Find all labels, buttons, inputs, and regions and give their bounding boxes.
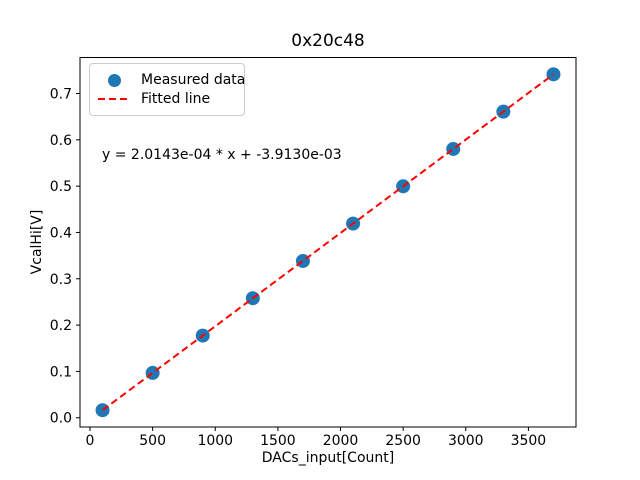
data-point xyxy=(145,365,160,380)
x-tick-label: 3000 xyxy=(448,433,484,449)
legend-label-measured-data: Measured data xyxy=(141,72,246,88)
x-tick-label: 2500 xyxy=(385,433,421,449)
fit-equation-annotation: y = 2.0143e-04 * x + -3.9130e-03 xyxy=(102,147,342,163)
x-tick-label: 1000 xyxy=(197,433,233,449)
data-point xyxy=(546,67,561,82)
y-tick-label: 0.4 xyxy=(50,225,72,241)
y-tick-label: 0.7 xyxy=(50,86,72,102)
x-tick-label: 500 xyxy=(139,433,166,449)
x-tick-label: 1500 xyxy=(260,433,296,449)
chart-title: 0x20c48 xyxy=(291,31,365,51)
legend: Measured data Fitted line xyxy=(89,63,245,116)
y-tick-label: 0.1 xyxy=(50,364,72,380)
y-tick-label: 0.6 xyxy=(50,133,72,149)
y-axis-label: VcalHi[V] xyxy=(29,209,45,275)
x-tick-label: 0 xyxy=(86,433,95,449)
legend-label-fitted-line: Fitted line xyxy=(141,91,211,107)
scatter-marker-icon xyxy=(108,73,121,87)
y-tick-label: 0.5 xyxy=(50,179,72,195)
x-tick-label: 2000 xyxy=(323,433,359,449)
y-tick-label: 0.0 xyxy=(50,411,72,427)
legend-item-measured-data: Measured data xyxy=(98,71,245,89)
legend-item-fitted-line: Fitted line xyxy=(98,90,236,108)
axes-frame xyxy=(79,57,577,428)
y-tick-label: 0.3 xyxy=(50,272,72,288)
legend-handle xyxy=(98,98,131,100)
dashed-line-icon xyxy=(98,98,131,100)
x-axis-label: DACs_input[Count] xyxy=(261,450,395,466)
legend-handle xyxy=(98,73,131,87)
x-tick-label: 3500 xyxy=(511,433,547,449)
y-tick-label: 0.2 xyxy=(50,318,72,334)
fitted-line xyxy=(101,73,555,412)
